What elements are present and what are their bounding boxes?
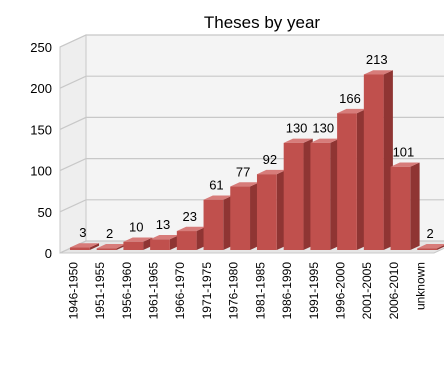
data-label: 130: [312, 121, 334, 136]
y-tick-label: 200: [30, 81, 52, 96]
data-label: 130: [286, 121, 308, 136]
x-tick-label: 1951-1955: [93, 262, 107, 320]
data-label: 23: [182, 209, 196, 224]
bar-top-face: [310, 138, 340, 143]
bar: [69, 243, 100, 250]
data-label: 77: [236, 164, 250, 179]
data-label: 3: [79, 225, 86, 240]
x-tick-label: unknown: [414, 262, 428, 310]
bar-top-face: [150, 234, 180, 240]
x-tick-label: 2001-2005: [360, 262, 374, 320]
data-label: 101: [393, 144, 415, 159]
bar: [417, 244, 444, 250]
y-axis-ticks: 0 50 100 150 200 250: [30, 40, 52, 261]
x-tick-label: 1946-1950: [66, 262, 80, 320]
bar-front-face: [150, 239, 170, 250]
gridline: [59, 34, 444, 48]
bar: [310, 138, 340, 250]
bar-front-face: [69, 247, 90, 250]
bar-top-face: [417, 244, 444, 249]
bar: [230, 182, 260, 250]
x-axis-ticks: 1946-1950 1951-1955 1956-1960 1961-1965 1966…: [66, 262, 427, 320]
gridline: [59, 116, 444, 130]
bar-front-face: [337, 113, 357, 250]
data-label: 213: [366, 52, 388, 67]
x-tick-label: 2006-2010: [387, 262, 401, 320]
bar: [176, 226, 206, 250]
bar-side-face: [89, 243, 100, 250]
x-tick-label: 1986-1990: [280, 262, 294, 320]
bar-series: [69, 70, 444, 251]
bar-top-face: [283, 138, 313, 143]
bar-top-face: [390, 162, 420, 167]
bar-top-face: [203, 195, 233, 200]
y-tick-label: 0: [45, 246, 52, 261]
bar-front-face: [203, 199, 224, 250]
y-tick-label: 50: [38, 205, 52, 220]
bar-top-face: [176, 226, 206, 232]
bar-side-face: [410, 162, 420, 250]
bar-top-face: [363, 70, 393, 75]
bar-front-face: [283, 142, 304, 250]
bar-top-face: [337, 108, 367, 114]
x-tick-label: 1981-1985: [253, 262, 267, 320]
y-tick-label: 250: [30, 40, 52, 55]
bar-top-face: [96, 244, 126, 249]
bar: [363, 70, 393, 250]
x-tick-label: 1996-2000: [334, 262, 348, 320]
side-wall: [59, 34, 87, 254]
bar-front-face: [363, 74, 384, 250]
bar-front-face: [230, 186, 251, 250]
bar-top-face: [256, 169, 287, 175]
data-label: 2: [427, 226, 434, 241]
data-label: 10: [129, 219, 143, 234]
bar-front-face: [176, 231, 197, 250]
y-tick-label: 150: [30, 122, 52, 137]
gridline: [59, 75, 444, 89]
x-tick-label: 1991-1995: [307, 262, 321, 320]
bar-front-face: [96, 248, 117, 250]
data-label: 2: [106, 226, 113, 241]
bar-front-face: [417, 248, 438, 250]
bar-front-face: [123, 241, 144, 250]
bar: [283, 138, 313, 250]
bar-top-face: [123, 237, 153, 242]
bar: [390, 162, 420, 250]
x-tick-label: 1956-1960: [120, 262, 134, 320]
data-labels: 3 2 10 13 23 61 77 92 130 130 166 213 101 2: [79, 52, 434, 241]
y-tick-label: 100: [30, 164, 52, 179]
x-tick-label: 1961-1965: [147, 262, 161, 320]
bar-front-face: [310, 142, 331, 250]
x-tick-label: 1971-1975: [200, 262, 214, 320]
data-label: 61: [209, 177, 223, 192]
bar-top-face: [69, 243, 100, 248]
data-label: 92: [263, 152, 277, 167]
bar-front-face: [390, 166, 411, 250]
bar: [337, 108, 367, 251]
bar-top-face: [230, 182, 260, 187]
data-label: 166: [339, 91, 361, 106]
chart-title: Theses by year: [204, 13, 321, 32]
bar-side-face: [437, 245, 444, 250]
data-label: 13: [156, 217, 170, 232]
bar: [256, 169, 287, 250]
bar: [203, 195, 233, 250]
bar-front-face: [256, 174, 277, 250]
x-tick-label: 1966-1970: [173, 262, 187, 320]
x-tick-label: 1976-1980: [227, 262, 241, 320]
